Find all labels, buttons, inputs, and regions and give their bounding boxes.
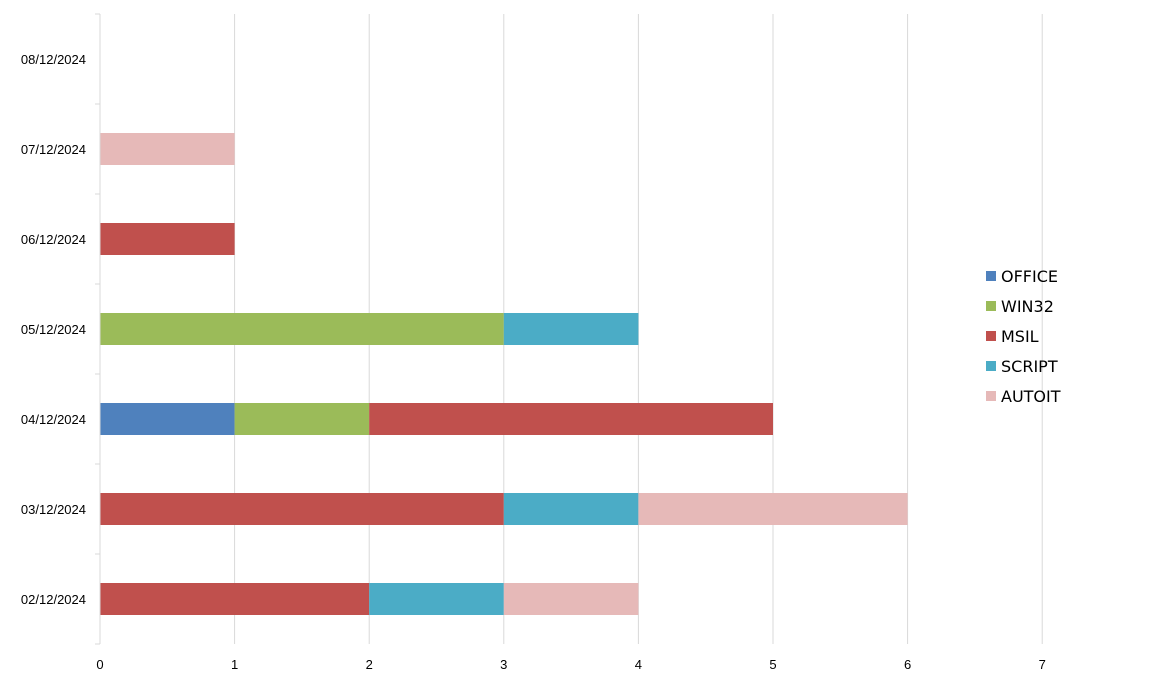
legend-swatch-msil: [986, 331, 996, 341]
category-label: 03/12/2024: [21, 502, 86, 517]
value-tick-label: 4: [635, 657, 642, 672]
bar-autoit-02-12-2024: [503, 583, 639, 615]
bar-win32-05-12-2024: [100, 313, 504, 345]
legend-swatch-autoit: [986, 391, 996, 401]
value-axis-labels: 0 1 2 3 4 5 6 7: [96, 657, 1045, 672]
bar-msil-06-12-2024: [100, 223, 235, 255]
value-tick-label: 7: [1039, 657, 1046, 672]
value-tick-label: 0: [96, 657, 103, 672]
value-tick-label: 1: [231, 657, 238, 672]
value-tick-label: 6: [904, 657, 911, 672]
legend-label-msil: MSIL: [1001, 327, 1039, 346]
bar-msil-03-12-2024: [100, 493, 504, 525]
legend-swatch-win32: [986, 301, 996, 311]
value-tick-label: 2: [366, 657, 373, 672]
category-axis: [95, 13, 101, 645]
bars: [100, 133, 908, 615]
legend-label-office: OFFICE: [1001, 267, 1058, 286]
bar-script-02-12-2024: [369, 583, 504, 615]
bar-office-04-12-2024: [100, 403, 235, 435]
category-label: 06/12/2024: [21, 232, 86, 247]
category-labels: 02/12/2024 03/12/2024 04/12/2024 05/12/2024…: [21, 52, 86, 607]
legend: OFFICE WIN32 MSIL SCRIPT AUTOIT: [986, 267, 1061, 406]
bar-autoit-07-12-2024: [100, 133, 235, 165]
legend-swatch-office: [986, 271, 996, 281]
legend-label-autoit: AUTOIT: [1001, 387, 1061, 406]
bar-autoit-03-12-2024: [638, 493, 908, 525]
legend-label-win32: WIN32: [1001, 297, 1054, 316]
bar-msil-04-12-2024: [369, 403, 773, 435]
bar-script-05-12-2024: [503, 313, 639, 345]
category-label: 04/12/2024: [21, 412, 86, 427]
bar-win32-04-12-2024: [234, 403, 370, 435]
legend-label-script: SCRIPT: [1001, 357, 1058, 376]
bar-msil-02-12-2024: [100, 583, 370, 615]
value-tick-label: 5: [769, 657, 776, 672]
category-label: 05/12/2024: [21, 322, 86, 337]
category-label: 07/12/2024: [21, 142, 86, 157]
category-label: 08/12/2024: [21, 52, 86, 67]
category-label: 02/12/2024: [21, 592, 86, 607]
value-tick-label: 3: [500, 657, 507, 672]
bar-script-03-12-2024: [503, 493, 639, 525]
legend-swatch-script: [986, 361, 996, 371]
